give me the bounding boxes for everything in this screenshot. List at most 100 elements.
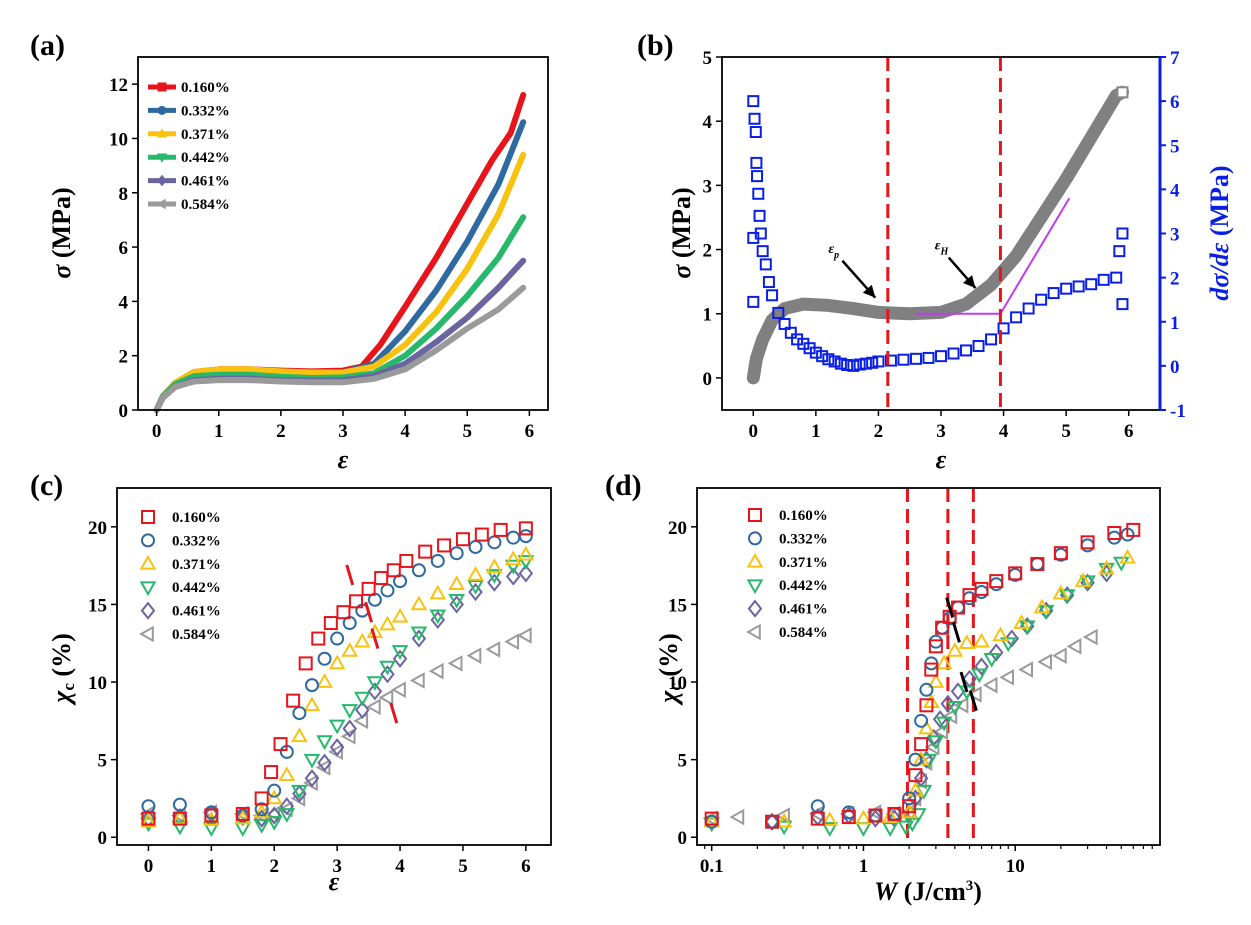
data-point: [486, 569, 503, 584]
legend-label: 0.332%: [779, 531, 828, 547]
data-point: [908, 752, 923, 767]
data-point: [821, 822, 839, 837]
data-point: [985, 333, 998, 346]
data-point: [487, 573, 502, 592]
legend-label: 0.584%: [779, 625, 828, 641]
data-point: [748, 508, 762, 522]
data-point: [505, 567, 521, 586]
data-point: [966, 686, 982, 703]
data-point: [1037, 653, 1052, 671]
data-point: [759, 258, 772, 271]
x-tick-label: 4: [395, 856, 405, 877]
x-tick-label: 1: [214, 421, 224, 442]
data-point: [1030, 557, 1045, 572]
data-point: [970, 668, 988, 684]
data-point: [704, 811, 719, 826]
data-point: [752, 187, 765, 200]
data-point: [317, 651, 332, 666]
x-tick-label: 6: [521, 856, 531, 877]
data-point: [340, 728, 356, 745]
data-point: [171, 820, 189, 836]
x-tick-label: 1: [207, 856, 217, 877]
data-point: [928, 639, 943, 654]
data-point: [204, 808, 219, 823]
data-point: [141, 533, 155, 548]
data-point: [141, 510, 155, 524]
data-point: [504, 559, 522, 575]
data-point: [430, 553, 445, 568]
y-axis-label: σ (MPa): [47, 187, 76, 278]
data-point: [1119, 548, 1136, 564]
data-point: [868, 809, 883, 828]
data-point: [988, 643, 1004, 662]
data-point: [386, 563, 401, 578]
data-point: [747, 295, 760, 308]
data-point: [409, 672, 425, 689]
data-point: [881, 808, 899, 823]
data-point: [399, 553, 414, 568]
data-point: [703, 812, 721, 828]
data-point: [822, 353, 835, 366]
data-point: [517, 545, 535, 561]
panel-c: (c) 0.160% 0.332% 0.371% 0.442% 0.461% 0.584% 0…: [30, 469, 552, 896]
data-point: [748, 531, 762, 546]
x-tick-label: 0: [144, 856, 154, 877]
y2-tick-label: 4: [1170, 180, 1180, 201]
legend-label: 0.371%: [181, 127, 230, 143]
transition-mark: [345, 564, 355, 586]
data-point: [1035, 293, 1048, 306]
data-point: [303, 753, 321, 769]
data-point: [486, 558, 503, 573]
data-point: [909, 352, 922, 365]
data-point: [336, 605, 351, 620]
transition-mark: [952, 621, 961, 643]
panel-label-d: (d): [605, 469, 642, 502]
y2-axis-label: dσ/dε (MPa): [1205, 165, 1234, 300]
legend-label: 0.371%: [172, 557, 221, 573]
data-point: [254, 809, 269, 828]
data-point: [317, 753, 332, 772]
y2-tick-label: 5: [1170, 136, 1180, 157]
data-point: [960, 344, 973, 357]
data-point: [982, 676, 998, 694]
data-point: [1080, 535, 1095, 550]
y2-tick-label: -1: [1170, 401, 1186, 422]
data-point: [897, 353, 910, 366]
x-tick-label: 3: [332, 856, 342, 877]
data-point: [374, 571, 389, 586]
data-point: [1085, 278, 1098, 291]
data-point: [974, 657, 989, 676]
y2-tick-label: 1: [1170, 313, 1180, 334]
data-point: [775, 807, 790, 824]
data-point: [1060, 282, 1073, 295]
data-point: [506, 530, 521, 545]
data-point: [254, 802, 269, 817]
data-point: [157, 174, 167, 187]
y-axis-label: χc (%): [47, 633, 78, 705]
x-tick-label: 0: [749, 421, 759, 442]
data-point: [1004, 629, 1020, 648]
data-point: [729, 808, 745, 826]
data-point: [933, 723, 948, 741]
data-point: [172, 811, 187, 826]
data-point: [834, 357, 847, 370]
data-point: [410, 595, 428, 611]
data-point: [253, 819, 270, 834]
data-point: [992, 626, 1009, 642]
y-tick-label: 0: [98, 828, 108, 849]
data-point: [273, 737, 288, 752]
data-point: [517, 555, 535, 570]
data-point: [1107, 530, 1122, 545]
panel-d: (d) 0.160% 0.332% 0.371% 0.442% 0.461% 0.584% 0…: [605, 469, 1161, 906]
data-point: [784, 326, 797, 339]
data-point: [747, 599, 763, 618]
data-point: [379, 660, 396, 676]
data-point: [1097, 273, 1110, 286]
data-point: [1110, 271, 1123, 284]
x-tick-label: 1: [859, 856, 869, 877]
x-tick-label: 5: [458, 856, 468, 877]
data-point: [1047, 287, 1060, 300]
data-point: [264, 765, 279, 780]
data-point: [234, 809, 252, 825]
x-tick-label: 0.1: [700, 856, 724, 877]
